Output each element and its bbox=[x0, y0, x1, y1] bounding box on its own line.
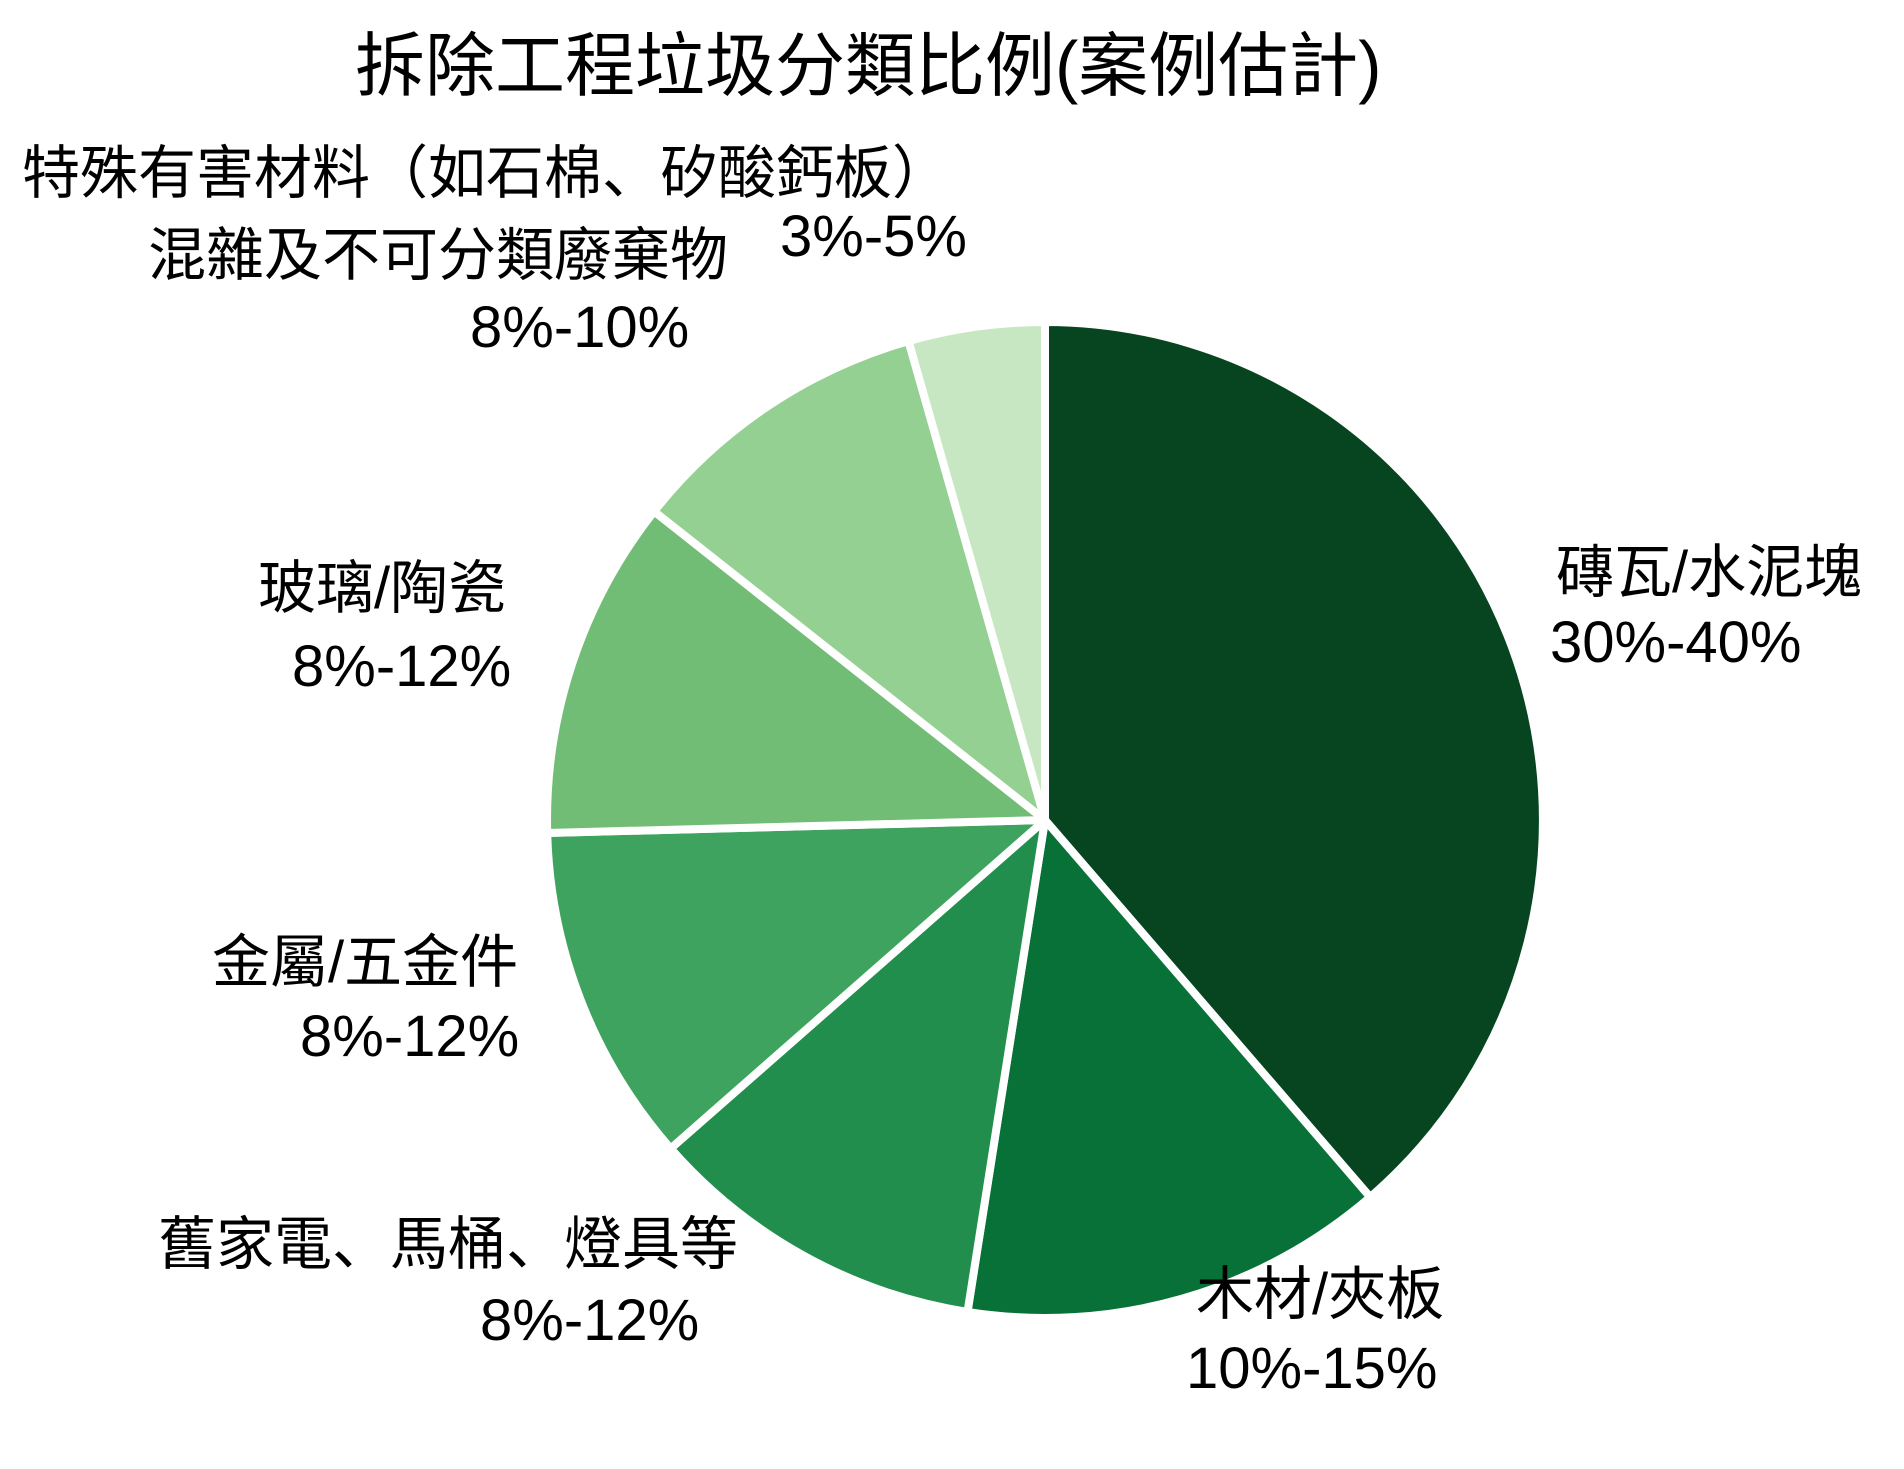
label-metal-hardware: 金屬/五金件 bbox=[212, 930, 519, 995]
label-mixed-waste: 混雜及不可分類廢棄物 bbox=[148, 223, 729, 288]
pie-slice-0 bbox=[1041, 318, 1547, 1202]
label-mixed-waste-range: 8%-10% bbox=[470, 295, 690, 360]
label-hazardous-materials-range: 3%-5% bbox=[780, 204, 967, 269]
pie-slice-2 bbox=[666, 816, 1049, 1316]
chart-title: 拆除工程垃圾分類比例(案例估計) bbox=[355, 27, 1382, 105]
pie-slice-1 bbox=[963, 816, 1375, 1322]
label-old-appliances: 舊家電、馬桶、燈具等 bbox=[158, 1212, 739, 1277]
label-wood-plywood: 木材/夾板 bbox=[1196, 1262, 1445, 1327]
label-glass-ceramics: 玻璃/陶瓷 bbox=[258, 556, 507, 621]
label-old-appliances-range: 8%-12% bbox=[480, 1288, 700, 1353]
label-brick-cement-range: 30%-40% bbox=[1550, 610, 1802, 675]
pie-slice-5 bbox=[650, 337, 1049, 824]
pie-slice-6 bbox=[904, 318, 1049, 824]
label-wood-plywood-range: 10%-15% bbox=[1186, 1336, 1438, 1401]
label-glass-ceramics-range: 8%-12% bbox=[292, 634, 512, 699]
pie-slice-4 bbox=[543, 507, 1049, 837]
pie-slice-3 bbox=[543, 816, 1049, 1153]
label-brick-cement: 磚瓦/水泥塊 bbox=[1556, 540, 1863, 605]
label-hazardous-materials: 特殊有害材料（如石棉、矽酸鈣板） bbox=[22, 141, 951, 206]
label-metal-hardware-range: 8%-12% bbox=[300, 1004, 520, 1069]
